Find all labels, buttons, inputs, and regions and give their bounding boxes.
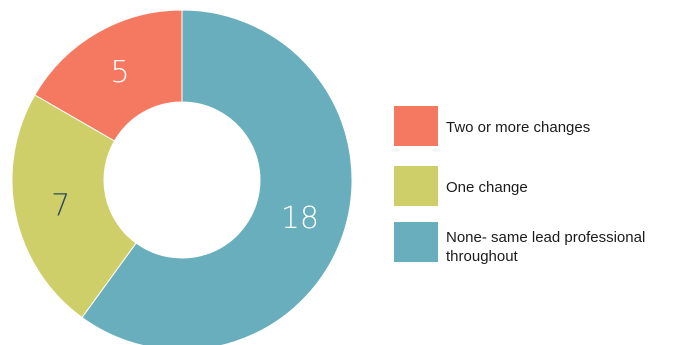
slice-label-one-change: 7 (51, 188, 70, 223)
legend-label: One change (446, 179, 528, 196)
slice-none-same-lead (81, 9, 353, 345)
slice-label-none-same-lead: 18 (281, 201, 319, 236)
legend-swatch (394, 106, 438, 146)
legend-item-none-same-lead: None- same lead professional throughout (394, 222, 676, 266)
legend-swatch (394, 222, 438, 262)
legend-label: Two or more changes (446, 119, 591, 136)
legend-swatch (394, 166, 438, 206)
legend-label: None- same lead professional throughout (446, 229, 646, 265)
slice-two-or-more-changes (34, 9, 183, 142)
slice-one-change (11, 94, 137, 319)
slice-label-two-or-more-changes: 5 (110, 55, 129, 90)
legend-item-one-change: One change (394, 166, 676, 206)
legend-item-two-or-more-changes: Two or more changes (394, 106, 676, 146)
